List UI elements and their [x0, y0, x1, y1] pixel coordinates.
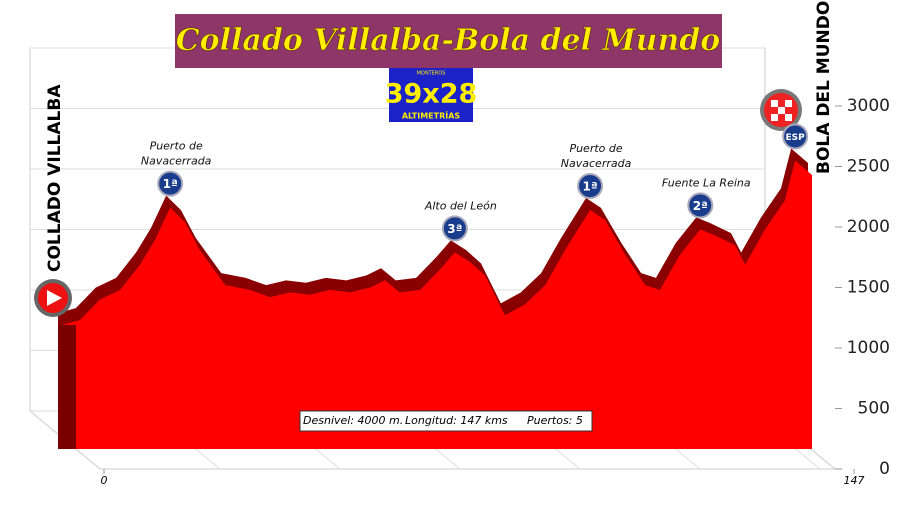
climb-category: 2ª [693, 199, 708, 213]
start-label: COLLADO VILLALBA [45, 84, 65, 272]
climb-category: 1ª [163, 177, 178, 191]
y-tick-label: 500 [858, 399, 890, 419]
y-tick-label: 2500 [847, 157, 890, 177]
climb-category: 1ª [582, 180, 597, 194]
logo-main: 39x28 [385, 79, 478, 110]
area-side [58, 325, 76, 449]
climb-annotation: 3ª Alto del León [424, 199, 497, 242]
y-tick-label: 1000 [847, 338, 890, 358]
climb-name: Navacerrada [561, 157, 632, 170]
climb-annotation: 2ª Fuente La Reina [662, 176, 751, 219]
climb-annotation: ESP [782, 123, 809, 150]
climb-badge [782, 123, 809, 150]
climb-name: Navacerrada [141, 155, 212, 168]
climb-category: 3ª [447, 222, 462, 236]
climb-category: ESP [786, 133, 806, 143]
y-tick-label: 2000 [847, 217, 890, 237]
y-tick-label: 0 [879, 459, 890, 479]
logo-bottom: ALTIMETRÍAS [402, 110, 461, 121]
logo-box [389, 68, 473, 122]
climb-badge [157, 170, 184, 197]
finish-icon [760, 89, 802, 131]
climb-name: Puerto de [569, 142, 622, 155]
finish-label: BOLA DEL MUNDO [814, 1, 834, 174]
climb-badge [441, 215, 468, 242]
area [62, 160, 812, 449]
x-tick-label: 0 [101, 474, 108, 487]
info-text: Puertos: 5 [527, 414, 583, 427]
start-icon [34, 279, 72, 317]
title-box [175, 14, 722, 68]
info-text: Desnivel: 4000 m. [303, 414, 403, 427]
climb-name: Puerto de [150, 140, 203, 153]
y-tick-label: 3000 [847, 96, 890, 116]
info-box: Desnivel: 4000 m. Longitud: 147 kms Puerto… [299, 410, 593, 432]
climb-annotation: 1ª Puerto de Navacerrada [561, 142, 632, 200]
climb-badge [577, 173, 604, 200]
climb-badge [687, 192, 714, 219]
climb-name: Alto del León [424, 199, 497, 212]
info-text: Longitud: 147 kms [405, 414, 508, 427]
info-bg [299, 410, 593, 432]
climb-annotation: 1ª Puerto de Navacerrada [141, 140, 212, 197]
climb-name: Fuente La Reina [662, 176, 751, 189]
chart-title: Collado Villalba-Bola del Mundo [176, 23, 721, 58]
x-tick-label: 147 [844, 474, 865, 487]
y-tick-label: 1500 [847, 278, 890, 298]
logo-top: MONTEROS [417, 71, 446, 77]
